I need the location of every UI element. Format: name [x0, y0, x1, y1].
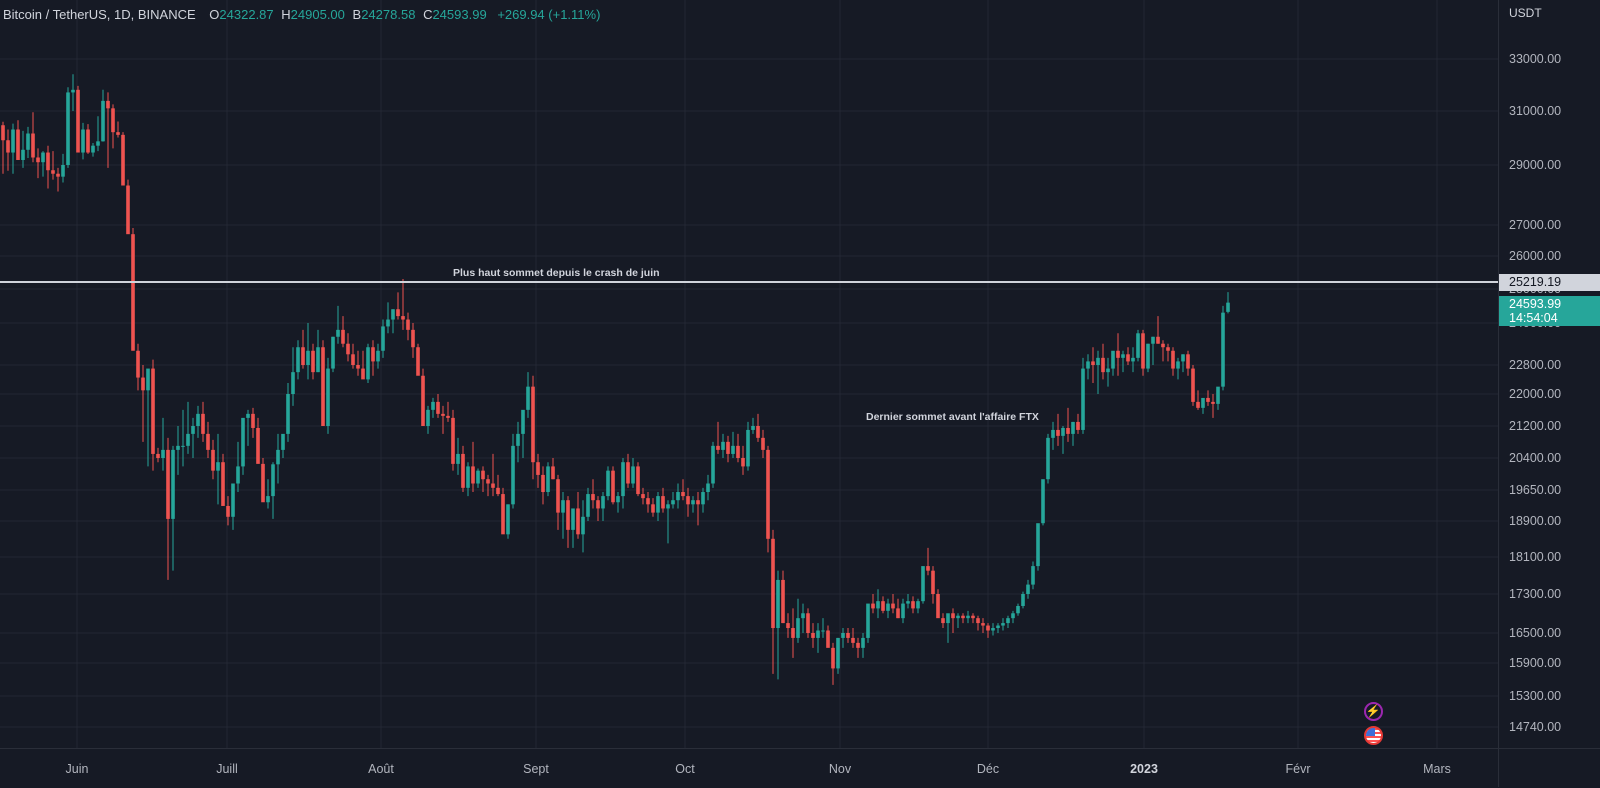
price-tick-label: 22000.00	[1509, 387, 1562, 401]
low-label: B	[352, 7, 362, 22]
time-tick-label: Déc	[976, 762, 1000, 776]
price-tick-label: 16500.00	[1509, 626, 1562, 640]
time-tick-label: Juin	[65, 762, 89, 776]
close-label: C	[423, 7, 433, 22]
lightning-event-icon[interactable]: ⚡	[1363, 701, 1383, 721]
open-label: O	[209, 7, 220, 22]
axis-corner	[1498, 748, 1600, 788]
time-tick-label: Août	[368, 762, 394, 776]
time-tick-label: Oct	[675, 762, 695, 776]
high-value: 24905.00	[290, 7, 345, 22]
price-tick-label: 22800.00	[1509, 358, 1562, 372]
bar-countdown: 14:54:04	[1509, 311, 1558, 325]
price-axis[interactable]: USDT 33000.00 31000.00 29000.00 27000.00 260…	[1498, 0, 1600, 787]
time-tick-label: Févr	[1285, 762, 1311, 776]
last-price-value: 24593.99	[1509, 297, 1562, 311]
annotation-june-high[interactable]: Plus haut sommet depuis le crash de juin	[453, 267, 660, 279]
time-axis[interactable]: Juin Juill Août Sept Oct Nov Déc 2023 Févr Mars	[0, 748, 1498, 788]
currency-label: USDT	[1509, 6, 1542, 20]
time-tick-label: 2023	[1130, 762, 1158, 776]
price-tick-label: 15300.00	[1509, 689, 1562, 703]
time-tick-label: Juill	[216, 762, 238, 776]
time-tick-label: Sept	[523, 762, 549, 776]
price-tick-label: 26000.00	[1509, 249, 1562, 263]
price-tick-label: 27000.00	[1509, 218, 1562, 232]
price-tick-label: 17300.00	[1509, 587, 1562, 601]
price-tick-label: 14740.00	[1509, 720, 1562, 734]
last-price-badge: 24593.99 14:54:04	[1499, 296, 1600, 326]
price-tick-label: 20400.00	[1509, 451, 1562, 465]
price-tick-label: 29000.00	[1509, 158, 1562, 172]
price-tick-label: 18100.00	[1509, 550, 1562, 564]
high-label: H	[281, 7, 291, 22]
chart-pane[interactable]: Bitcoin / TetherUS, 1D, BINANCE O24322.8…	[0, 0, 1498, 748]
open-value: 24322.87	[219, 7, 274, 22]
price-tick-label: 15900.00	[1509, 656, 1562, 670]
low-value: 24278.58	[361, 7, 416, 22]
price-tick-label: 21200.00	[1509, 419, 1562, 433]
candles	[1, 74, 1230, 685]
annotation-ftx-high[interactable]: Dernier sommet avant l'affaire FTX	[866, 411, 1039, 423]
price-tick-label: 31000.00	[1509, 104, 1562, 118]
price-tick-label: 18900.00	[1509, 514, 1562, 528]
horizontal-line-price-badge: 25219.19	[1499, 274, 1600, 291]
symbol-title: Bitcoin / TetherUS, 1D, BINANCE	[3, 7, 196, 22]
symbol-legend: Bitcoin / TetherUS, 1D, BINANCE O24322.8…	[3, 7, 600, 22]
price-tick-label: 33000.00	[1509, 52, 1562, 66]
candlestick-plot[interactable]	[0, 0, 1498, 748]
time-tick-label: Mars	[1423, 762, 1451, 776]
time-tick-label: Nov	[828, 762, 852, 776]
change-value: +269.94 (+1.11%)	[497, 7, 601, 22]
price-tick-label: 19650.00	[1509, 483, 1562, 497]
close-value: 24593.99	[432, 7, 487, 22]
us-flag-event-icon[interactable]	[1363, 725, 1383, 745]
